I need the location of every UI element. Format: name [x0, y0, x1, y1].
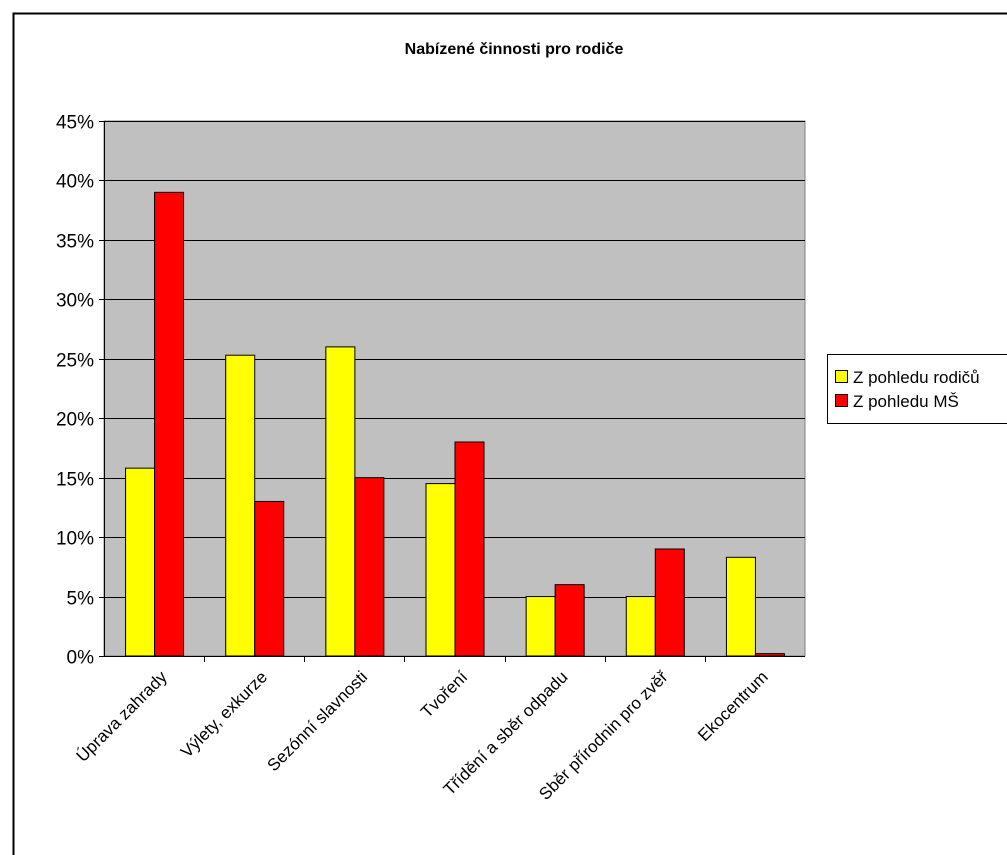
chart-title: Nabízené činnosti pro rodiče [405, 41, 624, 58]
y-tick-labels: 0% 5% 10% 15% 20% 25% 30% 35% 40% 45% [56, 113, 94, 669]
y-tick-label: 40% [56, 172, 94, 193]
y-tick-label: 15% [56, 470, 94, 491]
bar-parents [225, 354, 256, 657]
bar-parents [125, 467, 156, 657]
bar-school [354, 477, 385, 657]
bar-parents [525, 596, 556, 657]
legend-swatch [835, 370, 848, 383]
y-tick-label: 20% [56, 410, 94, 431]
bar-parents [725, 556, 756, 657]
y-tick-label: 45% [56, 113, 94, 134]
bar-school [654, 548, 685, 657]
bar-school [554, 584, 585, 657]
y-tick-label: 5% [67, 589, 95, 610]
y-tick-label: 0% [67, 648, 95, 669]
bar-school [454, 441, 485, 657]
legend-label: Z pohledu MŠ [853, 392, 959, 411]
y-tick-label: 10% [56, 529, 94, 550]
legend-box [827, 354, 1007, 424]
bar-school [754, 653, 785, 657]
bar-parents [325, 346, 356, 657]
legend-label: Z pohledu rodičů [853, 368, 980, 387]
legend: Z pohledu rodičů Z pohledu MŠ [827, 354, 1007, 424]
axes [99, 121, 805, 662]
legend-swatch [835, 394, 848, 407]
bar-parents [625, 596, 656, 657]
bars [125, 191, 785, 657]
y-tick-label: 35% [56, 232, 94, 253]
y-tick-label: 30% [56, 291, 94, 312]
bar-school [254, 500, 285, 657]
y-tick-label: 25% [56, 351, 94, 372]
gridlines [104, 121, 805, 598]
bar-parents [425, 483, 456, 657]
bar-school [154, 191, 185, 657]
